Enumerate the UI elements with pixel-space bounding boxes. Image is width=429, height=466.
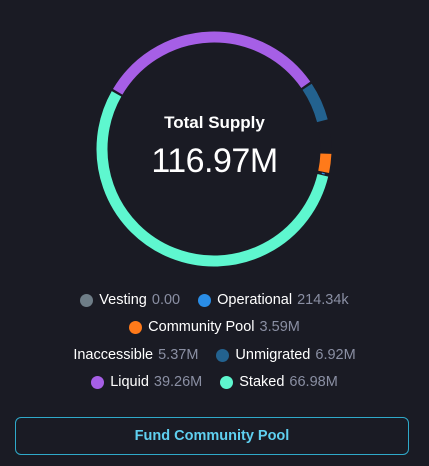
- staked-value: 66.98M: [289, 374, 338, 390]
- staked-label: Staked: [239, 374, 285, 390]
- legend-vesting: Vesting 0.00: [80, 292, 180, 308]
- inaccessible-value: 5.37M: [158, 347, 199, 363]
- liquid-dot-icon: [91, 375, 105, 389]
- unmigrated-value: 6.92M: [315, 347, 356, 363]
- legend-row-1: Vesting 0.00 Operational 214.34k: [0, 292, 429, 308]
- operational-value: 214.34k: [297, 292, 349, 308]
- staked-dot-icon: [220, 375, 234, 389]
- inaccessible-label: Inaccessible: [73, 347, 154, 363]
- total-supply-value: 116.97M: [151, 142, 278, 180]
- legend-inaccessible: Inaccessible 5.37M: [73, 347, 198, 363]
- donut-segment-liquid: [112, 31, 311, 95]
- legend-row-4: Liquid 39.26M Staked 66.98M: [0, 374, 429, 390]
- fund-community-pool-button[interactable]: Fund Community Pool: [15, 417, 409, 455]
- legend-operational: Operational 214.34k: [198, 292, 349, 308]
- unmigrated-dot-icon: [216, 348, 230, 362]
- liquid-value: 39.26M: [153, 374, 203, 390]
- community-pool-value: 3.59M: [259, 319, 300, 335]
- vesting-label: Vesting: [99, 292, 147, 308]
- supply-donut-chart: [96, 31, 332, 267]
- operational-dot-icon: [198, 293, 212, 307]
- donut-segment-inaccessible: [317, 121, 332, 152]
- community-pool-label: Community Pool: [148, 319, 255, 335]
- vesting-value: 0.00: [151, 292, 181, 308]
- liquid-label: Liquid: [110, 374, 149, 390]
- legend-community-pool: Community Pool 3.59M: [129, 319, 300, 335]
- legend-staked: Staked 66.98M: [220, 374, 338, 390]
- total-supply-title: Total Supply: [164, 113, 265, 132]
- vesting-dot-icon: [80, 293, 94, 307]
- unmigrated-label: Unmigrated: [235, 347, 311, 363]
- legend-row-3: Inaccessible 5.37M Unmigrated 6.92M: [0, 347, 429, 363]
- operational-label: Operational: [217, 292, 293, 308]
- community-pool-dot-icon: [129, 320, 143, 334]
- legend-liquid: Liquid 39.26M: [91, 374, 202, 390]
- donut-segment-community-pool: [318, 153, 332, 173]
- legend-unmigrated: Unmigrated 6.92M: [216, 347, 356, 363]
- donut-segment-staked: [96, 91, 329, 267]
- donut-segment-unmigrated: [302, 83, 328, 123]
- legend-row-2: Community Pool 3.59M: [0, 319, 429, 335]
